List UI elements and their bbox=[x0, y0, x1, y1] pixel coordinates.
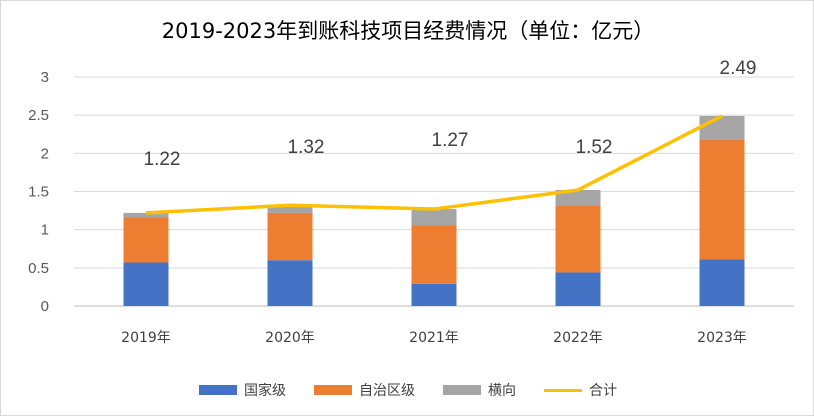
legend-item-national: 国家级 bbox=[199, 380, 286, 400]
total-data-label: 2.49 bbox=[720, 58, 757, 79]
legend: 国家级 自治区级 横向 合计 bbox=[1, 380, 814, 400]
bar-segment-regional bbox=[267, 212, 313, 261]
bar-segment-regional bbox=[411, 225, 457, 284]
legend-swatch-national bbox=[199, 385, 237, 395]
legend-item-horizontal: 横向 bbox=[443, 380, 516, 400]
x-tick-label: 2021年 bbox=[409, 330, 459, 346]
bar-segment-regional bbox=[699, 139, 745, 260]
legend-label-regional: 自治区级 bbox=[359, 383, 415, 399]
legend-label-national: 国家级 bbox=[244, 383, 286, 399]
bar-segment-horizontal bbox=[267, 205, 313, 213]
chart-title: 2019-2023年到账科技项目经费情况（单位：亿元） bbox=[161, 19, 655, 43]
bar-segment-regional bbox=[123, 217, 169, 263]
y-tick-label: 0.5 bbox=[28, 260, 49, 277]
bar-segment-national bbox=[267, 260, 313, 306]
legend-item-regional: 自治区级 bbox=[314, 380, 415, 400]
bar-segment-horizontal bbox=[699, 115, 745, 140]
x-tick-label: 2022年 bbox=[553, 330, 603, 346]
total-data-label: 1.32 bbox=[288, 137, 325, 158]
total-data-label: 1.27 bbox=[432, 130, 469, 151]
legend-swatch-horizontal bbox=[443, 385, 481, 395]
bar-segment-horizontal bbox=[123, 212, 169, 218]
y-tick-label: 1.5 bbox=[28, 184, 49, 201]
legend-item-total: 合计 bbox=[544, 380, 617, 400]
legend-label-horizontal: 横向 bbox=[488, 383, 516, 399]
legend-swatch-regional bbox=[314, 385, 352, 395]
y-tick-label: 0 bbox=[41, 298, 49, 315]
y-tick-label: 2.5 bbox=[28, 107, 49, 124]
y-tick-label: 2 bbox=[41, 145, 49, 162]
total-data-label: 1.52 bbox=[576, 137, 613, 158]
y-tick-label: 3 bbox=[41, 69, 49, 86]
bar-segment-regional bbox=[555, 206, 601, 273]
x-tick-label: 2020年 bbox=[265, 330, 315, 346]
x-tick-label: 2019年 bbox=[121, 330, 171, 346]
total-line bbox=[145, 114, 723, 215]
bar-segment-national bbox=[411, 283, 457, 306]
bar-segment-horizontal bbox=[411, 209, 457, 226]
total-data-label: 1.22 bbox=[144, 149, 181, 170]
bar-segment-national bbox=[555, 272, 601, 306]
bar-segment-national bbox=[123, 262, 169, 306]
legend-label-total: 合计 bbox=[589, 383, 617, 399]
bar-segment-horizontal bbox=[555, 189, 601, 207]
y-tick-label: 1 bbox=[41, 222, 49, 239]
bar-segment-national bbox=[699, 259, 745, 306]
legend-swatch-total bbox=[544, 388, 582, 392]
x-tick-label: 2023年 bbox=[697, 330, 747, 346]
